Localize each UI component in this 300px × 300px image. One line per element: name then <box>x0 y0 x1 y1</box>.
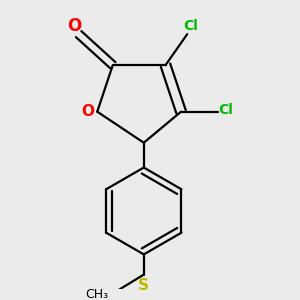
Text: O: O <box>82 104 94 119</box>
Text: O: O <box>67 17 81 35</box>
Text: S: S <box>138 278 149 293</box>
Text: Cl: Cl <box>183 20 198 33</box>
Text: Cl: Cl <box>219 103 233 117</box>
Text: CH₃: CH₃ <box>85 288 108 300</box>
